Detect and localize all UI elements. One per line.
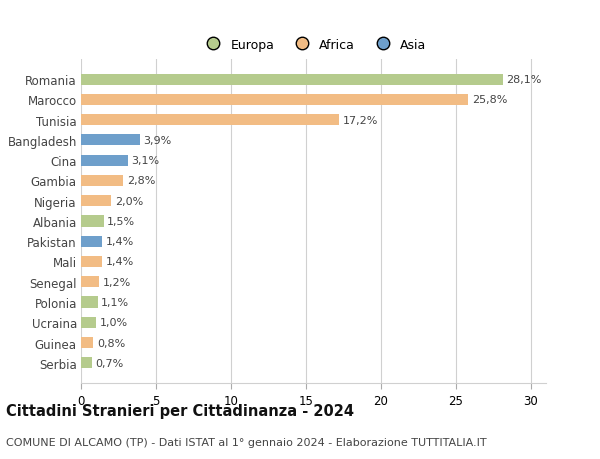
Text: 1,4%: 1,4% <box>106 257 134 267</box>
Bar <box>81 358 91 369</box>
Text: COMUNE DI ALCAMO (TP) - Dati ISTAT al 1° gennaio 2024 - Elaborazione TUTTITALIA.: COMUNE DI ALCAMO (TP) - Dati ISTAT al 1°… <box>6 437 487 447</box>
Bar <box>81 256 102 268</box>
Text: Cittadini Stranieri per Cittadinanza - 2024: Cittadini Stranieri per Cittadinanza - 2… <box>6 403 354 419</box>
Text: 28,1%: 28,1% <box>506 75 542 85</box>
Bar <box>81 175 123 187</box>
Bar <box>81 277 99 288</box>
Text: 0,7%: 0,7% <box>95 358 124 368</box>
Legend: Europa, Africa, Asia: Europa, Africa, Asia <box>196 34 431 56</box>
Bar <box>81 317 96 328</box>
Text: 25,8%: 25,8% <box>472 95 507 105</box>
Bar <box>81 155 128 166</box>
Text: 2,0%: 2,0% <box>115 196 143 206</box>
Text: 1,0%: 1,0% <box>100 318 128 328</box>
Bar <box>81 74 503 85</box>
Text: 3,9%: 3,9% <box>143 135 172 146</box>
Text: 1,5%: 1,5% <box>107 217 136 226</box>
Bar <box>81 216 104 227</box>
Bar <box>81 337 93 348</box>
Bar <box>81 115 339 126</box>
Text: 3,1%: 3,1% <box>131 156 160 166</box>
Bar <box>81 135 139 146</box>
Bar <box>81 236 102 247</box>
Text: 0,8%: 0,8% <box>97 338 125 348</box>
Text: 1,1%: 1,1% <box>101 297 130 308</box>
Text: 1,2%: 1,2% <box>103 277 131 287</box>
Bar <box>81 297 97 308</box>
Bar <box>81 95 468 106</box>
Text: 2,8%: 2,8% <box>127 176 155 186</box>
Text: 1,4%: 1,4% <box>106 237 134 246</box>
Bar <box>81 196 111 207</box>
Text: 17,2%: 17,2% <box>343 115 378 125</box>
